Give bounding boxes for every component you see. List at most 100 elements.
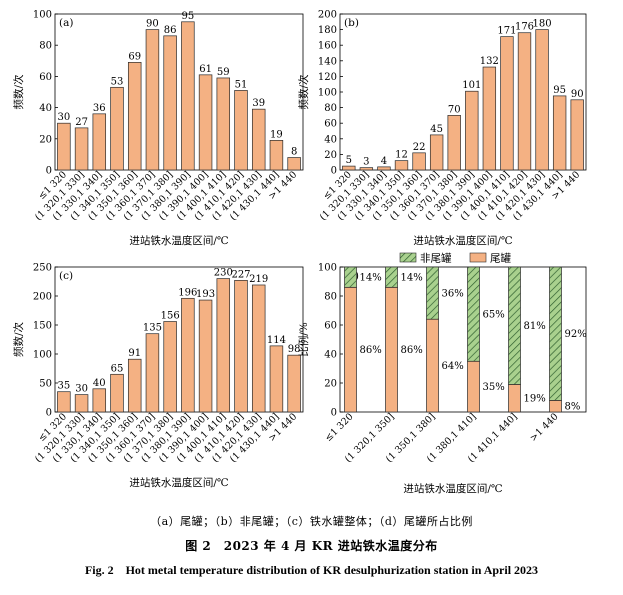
bar-value-label: 70 [448, 104, 461, 115]
bar [92, 388, 107, 413]
bar-value-label: 8 [291, 147, 297, 158]
y-tick-label: 50 [39, 379, 52, 390]
bar-segment-non-tail [508, 266, 521, 385]
bar [269, 345, 284, 413]
bar-value-label: 35 [57, 381, 70, 392]
plot-frame [339, 13, 587, 171]
data-label-non-tail: 92% [565, 329, 587, 340]
y-tick-label: 0 [46, 408, 52, 419]
data-label-non-tail: 81% [524, 321, 546, 332]
bar [110, 373, 124, 413]
x-axis-label: 进站铁水温度区间/℃ [129, 476, 229, 489]
bar-value-label: 230 [214, 268, 233, 279]
y-tick-label: 60 [324, 321, 337, 332]
bar [181, 21, 195, 171]
bar-value-label: 30 [75, 384, 88, 395]
y-axis-label: 频数/次 [297, 74, 310, 110]
bar-segment-tail [344, 286, 357, 413]
bar-value-label: 193 [196, 289, 215, 300]
bar [74, 127, 89, 171]
bar [92, 113, 107, 171]
bar-value-label: 101 [462, 80, 481, 91]
bar [127, 358, 142, 413]
y-axis-label: 频数/次 [12, 74, 25, 110]
bar-segment-non-tail [344, 266, 357, 288]
y-tick-label: 40 [39, 103, 52, 114]
y-axis-label: 比例/% [297, 322, 310, 357]
panel-label: (a) [59, 17, 73, 29]
bar-value-label: 219 [249, 274, 268, 285]
y-tick-label: 40 [324, 134, 337, 145]
bar-value-label: 91 [128, 348, 141, 359]
x-axis-label: 进站铁水温度区间/℃ [403, 482, 503, 495]
bar [377, 166, 391, 171]
bar-value-label: 36 [93, 103, 106, 114]
figure-title-chinese: 图 2 2023 年 4 月 KR 进站铁水温度分布 [185, 539, 438, 553]
bar-segment-non-tail [549, 266, 562, 401]
bar-value-label: 132 [480, 56, 499, 67]
data-label-non-tail: 14% [401, 273, 423, 284]
plot-frame [54, 13, 304, 171]
bar-value-label: 30 [57, 112, 70, 123]
bar [500, 36, 514, 171]
y-tick-label: 250 [33, 263, 52, 274]
bar-value-label: 3 [363, 157, 369, 168]
data-label-tail: 86% [360, 345, 382, 356]
panel-d-tail-ladle-proportion-chart: 020406080100比例/%(d)86%14%86%14%64%36%35%… [297, 252, 587, 496]
bar [216, 77, 231, 171]
bar [552, 95, 567, 171]
legend-swatch-non-tail [399, 252, 417, 263]
bar-value-label: 90 [571, 89, 584, 100]
bar-value-label: 51 [235, 79, 248, 90]
bar [517, 32, 532, 171]
bar-segment-non-tail [467, 266, 480, 362]
bar-value-label: 90 [146, 19, 159, 30]
bar [145, 29, 160, 171]
legend-label-non-tail: 非尾罐 [420, 252, 452, 265]
bar-value-label: 12 [395, 150, 408, 161]
bar [110, 86, 124, 171]
y-tick-label: 20 [324, 150, 337, 161]
bar [447, 115, 461, 171]
bar-value-label: 22 [413, 142, 426, 153]
bar [145, 333, 160, 413]
bar [394, 160, 409, 171]
data-label-tail: 19% [524, 394, 546, 405]
bar-value-label: 39 [252, 98, 265, 109]
bar [163, 35, 177, 171]
data-label-non-tail: 65% [483, 310, 505, 321]
bar [287, 354, 301, 413]
bar [535, 29, 549, 171]
bar-segment-tail [508, 384, 521, 413]
bar-value-label: 4 [381, 156, 387, 167]
bar-value-label: 61 [199, 64, 212, 75]
bar-value-label: 19 [270, 129, 283, 140]
y-tick-label: 0 [331, 408, 337, 419]
legend-swatch-tail [469, 252, 487, 263]
y-tick-label: 40 [324, 350, 337, 361]
legend-label-tail: 尾罐 [490, 252, 511, 265]
plot-frame [339, 266, 587, 413]
bar-value-label: 196 [178, 287, 197, 298]
y-tick-label: 150 [33, 321, 52, 332]
y-axis-label: 频数/次 [12, 321, 25, 357]
panel-label: (c) [59, 270, 73, 282]
y-tick-label: 100 [33, 10, 52, 21]
bar [482, 66, 497, 171]
bar-value-label: 59 [217, 67, 230, 78]
bar-value-label: 171 [497, 26, 516, 37]
bar-value-label: 95 [181, 11, 194, 22]
y-tick-label: 180 [318, 25, 337, 36]
bar-value-label: 69 [128, 51, 141, 62]
bar-segment-non-tail [385, 266, 398, 288]
bar [570, 99, 584, 171]
panel-a-tail-ladle-chart: 0 20 40 60 80 100 频数/次 (a) 30 27 36 53 69 90 86 95 61 59 5… [12, 10, 304, 247]
bar [429, 134, 444, 171]
bar-segment-non-tail [426, 266, 439, 320]
y-tick-label: 20 [324, 379, 337, 390]
bar-segment-tail [467, 360, 480, 413]
bar [57, 391, 71, 413]
y-tick-label: 140 [318, 56, 337, 67]
bar [359, 167, 374, 171]
